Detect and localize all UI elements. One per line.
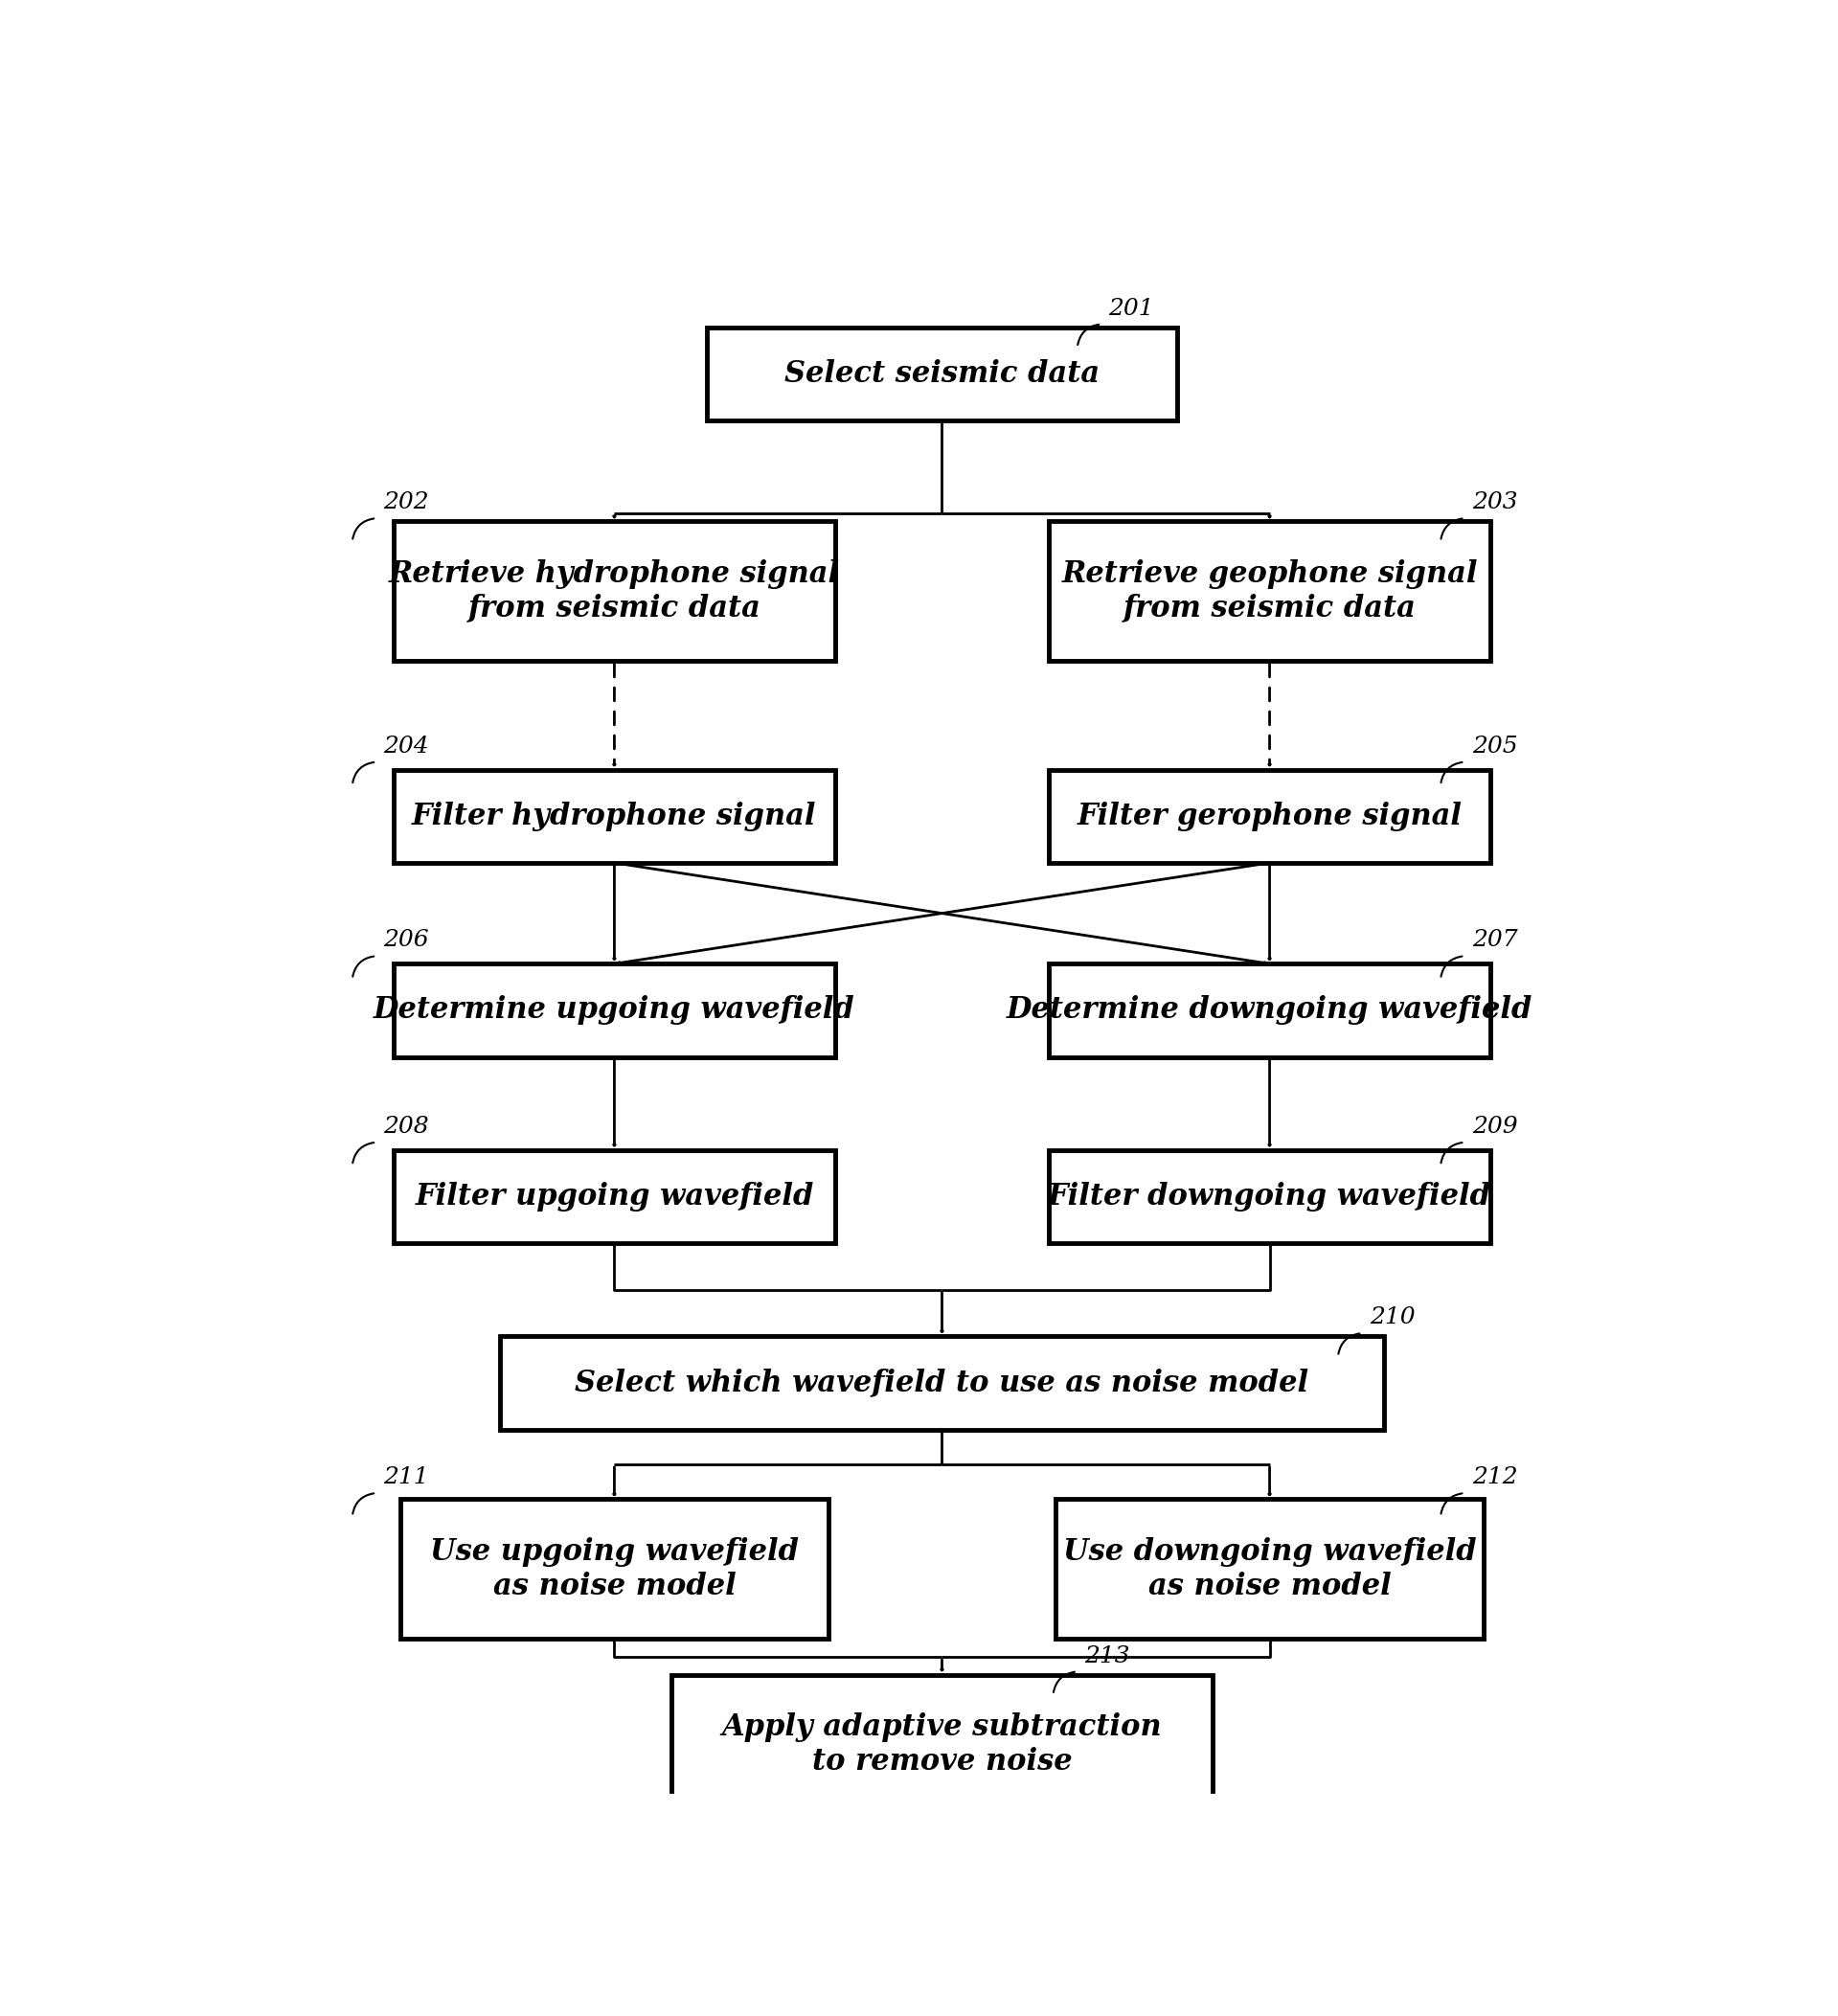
Bar	[500, 1337, 1384, 1429]
Text: 213: 213	[1084, 1645, 1130, 1667]
Bar	[1049, 964, 1491, 1056]
Text: 206: 206	[384, 929, 430, 952]
Text: Determine upgoing wavefield: Determine upgoing wavefield	[373, 996, 855, 1026]
Text: 203: 203	[1472, 492, 1518, 514]
Text: Use upgoing wavefield
as noise model: Use upgoing wavefield as noise model	[430, 1536, 800, 1601]
Bar	[1055, 1500, 1483, 1639]
Text: Retrieve geophone signal
from seismic data: Retrieve geophone signal from seismic da…	[1062, 558, 1478, 623]
Text: Select seismic data: Select seismic data	[785, 359, 1099, 389]
Bar	[1049, 522, 1491, 661]
Bar	[393, 1149, 834, 1244]
Text: 201: 201	[1108, 298, 1154, 319]
Text: Filter downgoing wavefield: Filter downgoing wavefield	[1048, 1181, 1491, 1212]
Text: 209: 209	[1472, 1115, 1518, 1137]
Text: Select which wavefield to use as noise model: Select which wavefield to use as noise m…	[575, 1369, 1309, 1397]
Bar	[393, 522, 834, 661]
Text: Retrieve hydrophone signal
from seismic data: Retrieve hydrophone signal from seismic …	[388, 558, 840, 623]
Text: 210: 210	[1369, 1306, 1415, 1329]
Text: 211: 211	[384, 1466, 430, 1488]
Text: Filter hydrophone signal: Filter hydrophone signal	[412, 802, 816, 831]
Bar	[401, 1500, 829, 1639]
Text: 205: 205	[1472, 736, 1518, 758]
Text: Filter upgoing wavefield: Filter upgoing wavefield	[415, 1181, 814, 1212]
Text: 208: 208	[384, 1115, 430, 1137]
Text: 212: 212	[1472, 1466, 1518, 1488]
Text: Use downgoing wavefield
as noise model: Use downgoing wavefield as noise model	[1062, 1536, 1476, 1601]
Bar	[1049, 1149, 1491, 1244]
Bar	[1049, 770, 1491, 863]
Text: 202: 202	[384, 492, 430, 514]
Bar	[393, 964, 834, 1056]
Text: Filter gerophone signal: Filter gerophone signal	[1077, 802, 1461, 831]
Bar	[671, 1675, 1213, 1814]
Bar	[708, 327, 1176, 421]
Bar	[393, 770, 834, 863]
Text: Apply adaptive subtraction
to remove noise: Apply adaptive subtraction to remove noi…	[722, 1712, 1162, 1776]
Text: 204: 204	[384, 736, 430, 758]
Text: 207: 207	[1472, 929, 1518, 952]
Text: Determine downgoing wavefield: Determine downgoing wavefield	[1007, 996, 1533, 1026]
